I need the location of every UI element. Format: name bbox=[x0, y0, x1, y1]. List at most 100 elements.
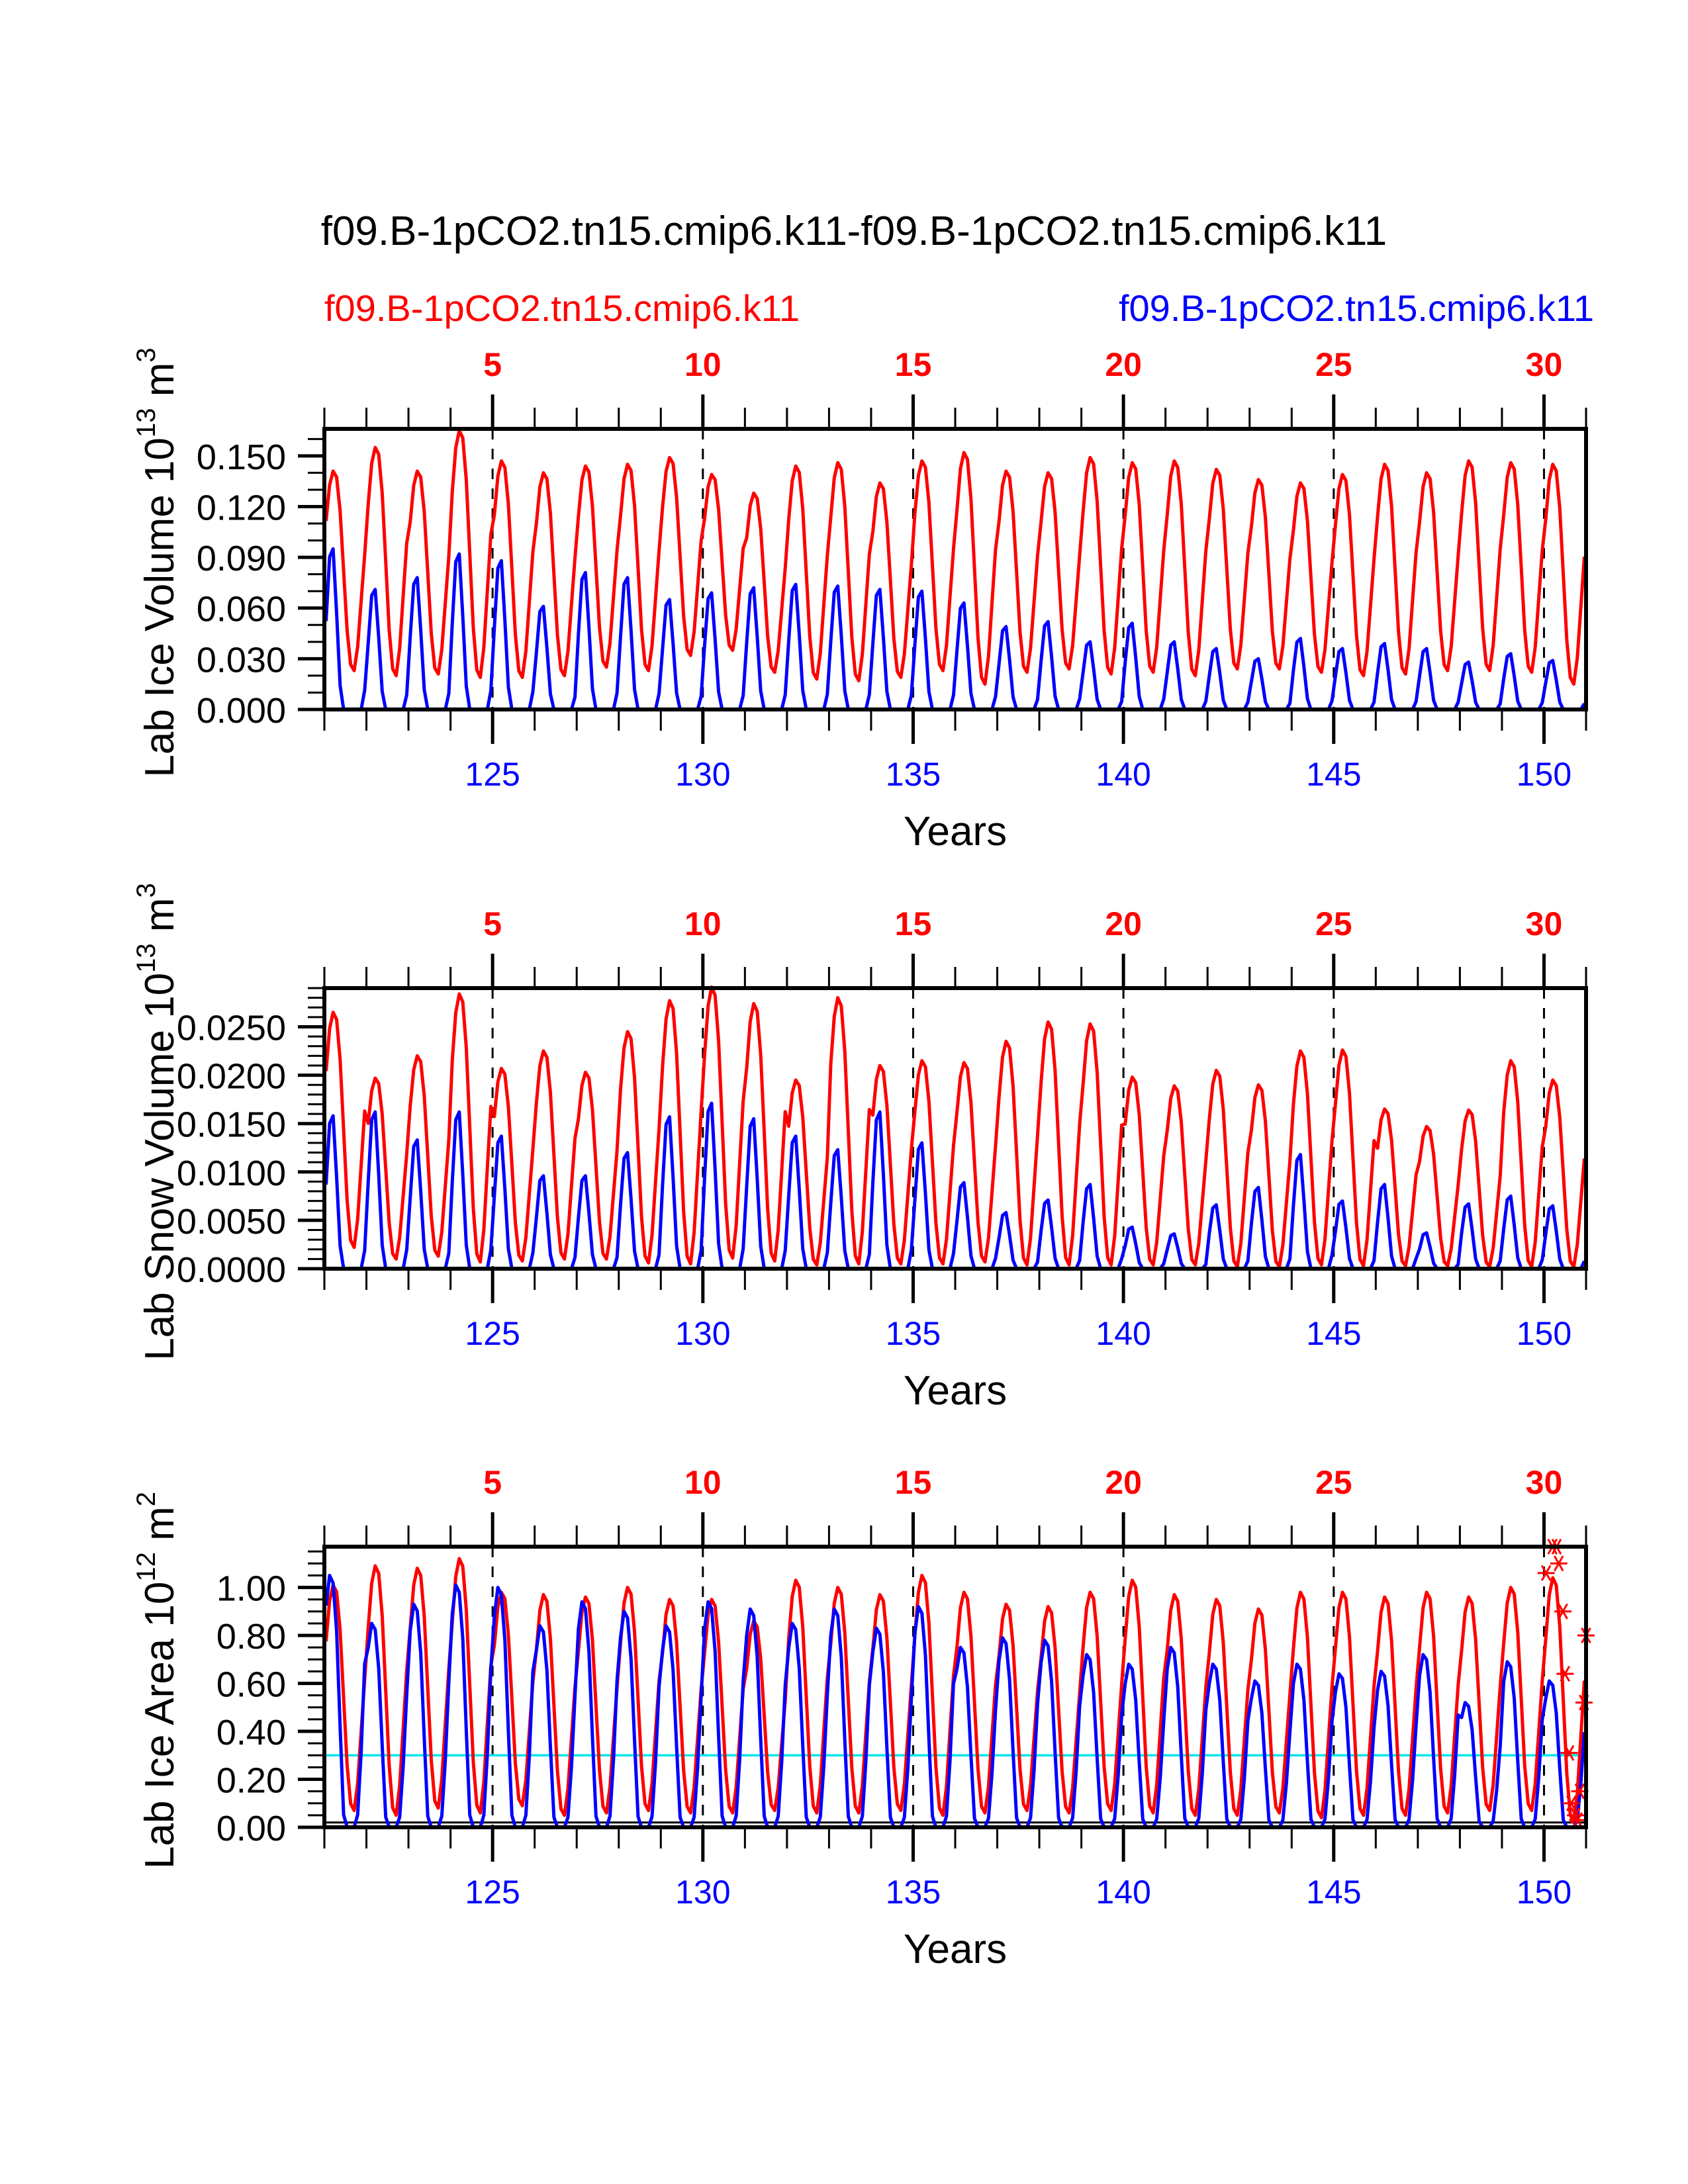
asterisk-stroke bbox=[1560, 1666, 1571, 1682]
x-axis-label: Years bbox=[904, 1927, 1007, 1972]
bottom-x-tick-label: 125 bbox=[465, 756, 520, 793]
bottom-x-tick-label: 150 bbox=[1517, 756, 1571, 793]
panel-snow-volume: 0.0000 0.0050 0.0100 0.0150 0.0200 0.0250 125 1… bbox=[132, 883, 1588, 1414]
y-label-exponent: 12 bbox=[132, 1552, 161, 1582]
top-x-tick-label: 20 bbox=[1105, 1464, 1142, 1501]
y-tick-label: 1.00 bbox=[216, 1569, 286, 1609]
top-x-tick-label: 5 bbox=[483, 346, 502, 383]
asterisk-stroke bbox=[1564, 1745, 1575, 1761]
y-tick-label: 0.0050 bbox=[177, 1202, 286, 1242]
asterisk-stroke bbox=[1574, 1783, 1585, 1799]
y-tick-label: 0.0100 bbox=[177, 1154, 286, 1193]
y-label-unit-exponent: 2 bbox=[132, 1492, 161, 1506]
series-line-blue bbox=[324, 1101, 1586, 1271]
top-x-tick-label: 25 bbox=[1315, 905, 1352, 942]
y-label-exponent: 13 bbox=[132, 943, 161, 973]
asterisk-stroke bbox=[1553, 1555, 1564, 1572]
x-axis-label: Years bbox=[904, 1368, 1007, 1414]
y-tick-label: 0.000 bbox=[197, 691, 286, 731]
y-label-unit: m bbox=[137, 1506, 183, 1552]
series-line-red bbox=[324, 429, 1586, 686]
asterisk-marker bbox=[1562, 1795, 1580, 1811]
bottom-x-tick-label: 140 bbox=[1096, 756, 1150, 793]
asterisk-marker bbox=[1537, 1565, 1555, 1581]
top-x-tick-label: 10 bbox=[684, 1464, 722, 1501]
x-axis-label: Years bbox=[904, 809, 1007, 854]
y-tick-label: 0.0000 bbox=[177, 1250, 286, 1290]
y-tick-label: 0.0250 bbox=[177, 1008, 286, 1048]
series-line-red bbox=[324, 985, 1586, 1269]
y-tick-label: 0.60 bbox=[216, 1665, 286, 1705]
y-tick-label: 0.40 bbox=[216, 1713, 286, 1752]
top-x-tick-label: 10 bbox=[684, 905, 722, 942]
bottom-x-tick-label: 150 bbox=[1517, 1315, 1571, 1352]
bottom-x-tick-label: 140 bbox=[1096, 1874, 1150, 1911]
y-label-unit: m bbox=[137, 897, 183, 943]
bottom-x-tick-label: 130 bbox=[675, 1315, 730, 1352]
asterisk-stroke bbox=[1566, 1795, 1577, 1811]
y-axis-label: Lab Snow Volume 1013 m3 bbox=[132, 883, 183, 1361]
bottom-x-tick-label: 135 bbox=[886, 1315, 941, 1352]
y-axis-label: Lab Ice Volume 1013 m3 bbox=[132, 347, 183, 777]
bottom-x-tick-label: 125 bbox=[465, 1874, 520, 1911]
bottom-x-tick-label: 150 bbox=[1517, 1874, 1571, 1911]
y-tick-label: 0.120 bbox=[197, 488, 286, 527]
top-x-tick-label: 30 bbox=[1526, 1464, 1563, 1501]
bottom-x-tick-label: 130 bbox=[675, 756, 730, 793]
top-x-tick-label: 15 bbox=[895, 905, 932, 942]
bottom-x-tick-label: 145 bbox=[1306, 1874, 1361, 1911]
y-tick-label: 0.090 bbox=[197, 539, 286, 578]
top-x-tick-label: 30 bbox=[1526, 346, 1563, 383]
top-x-tick-label: 30 bbox=[1526, 905, 1563, 942]
asterisk-stroke bbox=[1572, 1812, 1583, 1829]
y-label-unit-exponent: 3 bbox=[132, 347, 161, 362]
y-tick-label: 0.150 bbox=[197, 437, 286, 477]
y-axis-label: Lab Ice Area 1012 m2 bbox=[132, 1492, 183, 1869]
plot-frame bbox=[322, 1545, 1588, 1829]
top-x-tick-label: 10 bbox=[684, 346, 722, 383]
asterisk-marker bbox=[1550, 1555, 1568, 1572]
asterisk-marker bbox=[1560, 1745, 1578, 1761]
figure-title: f09.B-1pCO2.tn15.cmip6.k11-f09.B-1pCO2.t… bbox=[321, 208, 1387, 254]
bottom-x-tick-label: 125 bbox=[465, 1315, 520, 1352]
y-label-main: Lab Snow Volume 10 bbox=[137, 973, 183, 1361]
y-label-unit: m bbox=[137, 363, 183, 408]
asterisk-marker bbox=[1554, 1603, 1572, 1619]
series-line-blue bbox=[324, 547, 1586, 711]
y-tick-label: 0.80 bbox=[216, 1617, 286, 1657]
bottom-x-tick-label: 145 bbox=[1306, 756, 1361, 793]
y-tick-label: 0.0200 bbox=[177, 1057, 286, 1097]
bottom-x-tick-label: 135 bbox=[886, 756, 941, 793]
top-x-tick-label: 25 bbox=[1315, 1464, 1352, 1501]
y-tick-label: 0.20 bbox=[216, 1761, 286, 1801]
y-label-unit-exponent: 3 bbox=[132, 883, 161, 897]
top-x-tick-label: 5 bbox=[483, 905, 502, 942]
top-x-tick-label: 20 bbox=[1105, 346, 1142, 383]
y-tick-label: 0.00 bbox=[216, 1809, 286, 1848]
top-x-tick-label: 5 bbox=[483, 1464, 502, 1501]
top-x-tick-label: 15 bbox=[895, 346, 932, 383]
y-tick-label: 0.060 bbox=[197, 590, 286, 629]
bottom-x-tick-label: 135 bbox=[886, 1874, 941, 1911]
asterisk-marker bbox=[1556, 1666, 1574, 1682]
y-tick-label: 0.030 bbox=[197, 640, 286, 680]
y-label-main: Lab Ice Area 10 bbox=[137, 1582, 183, 1869]
top-x-tick-label: 25 bbox=[1315, 346, 1352, 383]
asterisk-stroke bbox=[1540, 1565, 1552, 1581]
y-tick-label: 0.0150 bbox=[177, 1105, 286, 1145]
bottom-x-tick-label: 145 bbox=[1306, 1315, 1361, 1352]
bottom-x-tick-label: 140 bbox=[1096, 1315, 1150, 1352]
legend-left-label: f09.B-1pCO2.tn15.cmip6.k11 bbox=[324, 287, 800, 329]
bottom-x-tick-label: 130 bbox=[675, 1874, 730, 1911]
series-line-red bbox=[324, 1557, 1586, 1825]
asterisk-marker bbox=[1569, 1812, 1587, 1829]
asterisk-stroke bbox=[1558, 1603, 1568, 1619]
top-x-tick-label: 15 bbox=[895, 1464, 932, 1501]
y-label-exponent: 13 bbox=[132, 408, 161, 438]
legend-right-label: f09.B-1pCO2.tn15.cmip6.k11 bbox=[1119, 287, 1594, 329]
series-line-blue bbox=[324, 1574, 1586, 1829]
y-label-main: Lab Ice Volume 10 bbox=[137, 437, 183, 778]
